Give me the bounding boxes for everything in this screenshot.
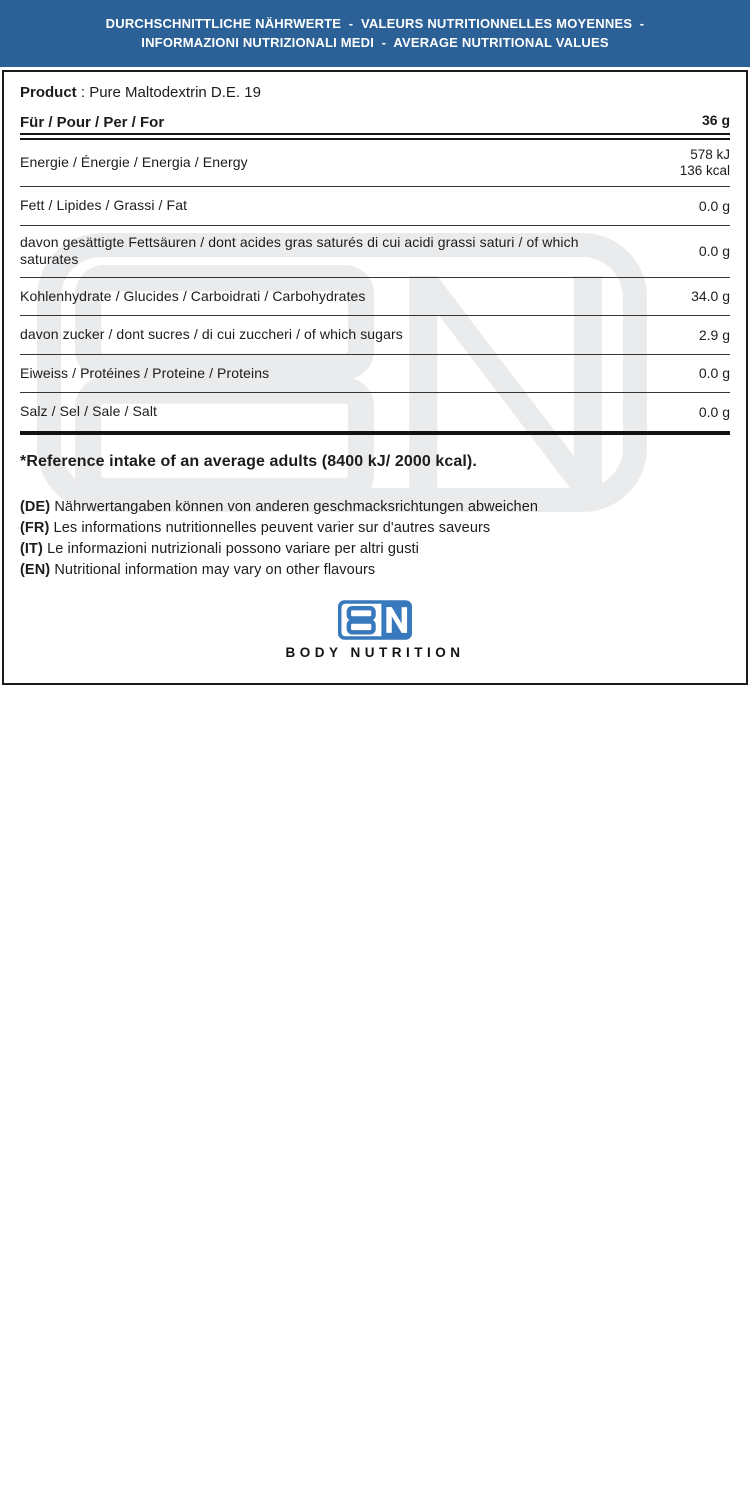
row-label: Fett / Lipides / Grassi / Fat xyxy=(20,197,188,213)
bn-logo-icon xyxy=(338,600,412,640)
row-value: 0.0 g xyxy=(698,197,730,214)
table-row-saturates: davon gesättigte Fettsäuren / dont acide… xyxy=(20,226,730,278)
note-it: (IT) Le informazioni nutrizionali posson… xyxy=(20,541,419,557)
row-value: 2.9 g xyxy=(698,326,730,343)
serving-amount: 36 g xyxy=(701,112,730,128)
table-row-proteins: Eiweiss / Protéines / Proteine / Protein… xyxy=(20,355,730,393)
row-label: Kohlenhydrate / Glucides / Carboidrati /… xyxy=(20,287,366,304)
serving-label: Für / Pour / Per / For xyxy=(20,114,165,131)
serving-header-row: Für / Pour / Per / For 36 g xyxy=(20,112,730,132)
row-value: 0.0 g xyxy=(698,243,730,259)
table-row-fat: Fett / Lipides / Grassi / Fat 0.0 g xyxy=(20,187,730,226)
table-row-carbohydrates: Kohlenhydrate / Glucides / Carboidrati /… xyxy=(20,278,730,316)
brand-wordmark: BODY NUTRITION xyxy=(285,645,465,660)
header-double-rule xyxy=(20,133,730,140)
row-label: Energie / Énergie / Energia / Energy xyxy=(20,154,248,171)
reference-intake-note: *Reference intake of an average adults (… xyxy=(20,453,477,470)
product-label: Product xyxy=(20,84,77,101)
banner-line-1: DURCHSCHNITTLICHE NÄHRWERTE - VALEURS NU… xyxy=(105,16,645,31)
table-bottom-rule xyxy=(20,430,730,435)
row-label: davon gesättigte Fettsäuren / dont acide… xyxy=(20,233,579,268)
nutrition-table: Energie / Énergie / Energia / Energy 578… xyxy=(20,140,730,435)
product-separator: : xyxy=(76,84,90,101)
note-de: (DE) Nährwertangaben können von anderen … xyxy=(20,499,539,515)
product-name-line: Product : Pure Maltodextrin D.E. 19 xyxy=(20,84,730,102)
row-value: 578 kJ 136 kcal xyxy=(679,147,730,178)
table-row-sugars: davon zucker / dont sucres / di cui zucc… xyxy=(20,316,730,355)
table-row-energy: Energie / Énergie / Energia / Energy 578… xyxy=(20,140,730,187)
note-en: (EN) Nutritional information may vary on… xyxy=(20,562,376,578)
nutrition-header-banner: DURCHSCHNITTLICHE NÄHRWERTE - VALEURS NU… xyxy=(0,0,750,67)
nutrition-label-box: Product : Pure Maltodextrin D.E. 19 Für … xyxy=(2,70,748,685)
row-value: 0.0 g xyxy=(698,403,730,420)
banner-line-2: INFORMAZIONI NUTRIZIONALI MEDI - AVERAGE… xyxy=(141,35,609,50)
table-row-salt: Salz / Sel / Sale / Salt 0.0 g xyxy=(20,393,730,431)
brand-block: BODY NUTRITION xyxy=(20,600,730,660)
row-label: Salz / Sel / Sale / Salt xyxy=(20,403,158,419)
product-name: Pure Maltodextrin D.E. 19 xyxy=(89,84,261,101)
note-fr: (FR) Les informations nutritionnelles pe… xyxy=(20,520,491,536)
row-value: 0.0 g xyxy=(698,365,730,382)
row-value: 34.0 g xyxy=(691,288,730,305)
row-label: Eiweiss / Protéines / Proteine / Protein… xyxy=(20,364,270,381)
row-label: davon zucker / dont sucres / di cui zucc… xyxy=(20,326,403,342)
flavour-notes: (DE) Nährwertangaben können von anderen … xyxy=(20,497,730,581)
